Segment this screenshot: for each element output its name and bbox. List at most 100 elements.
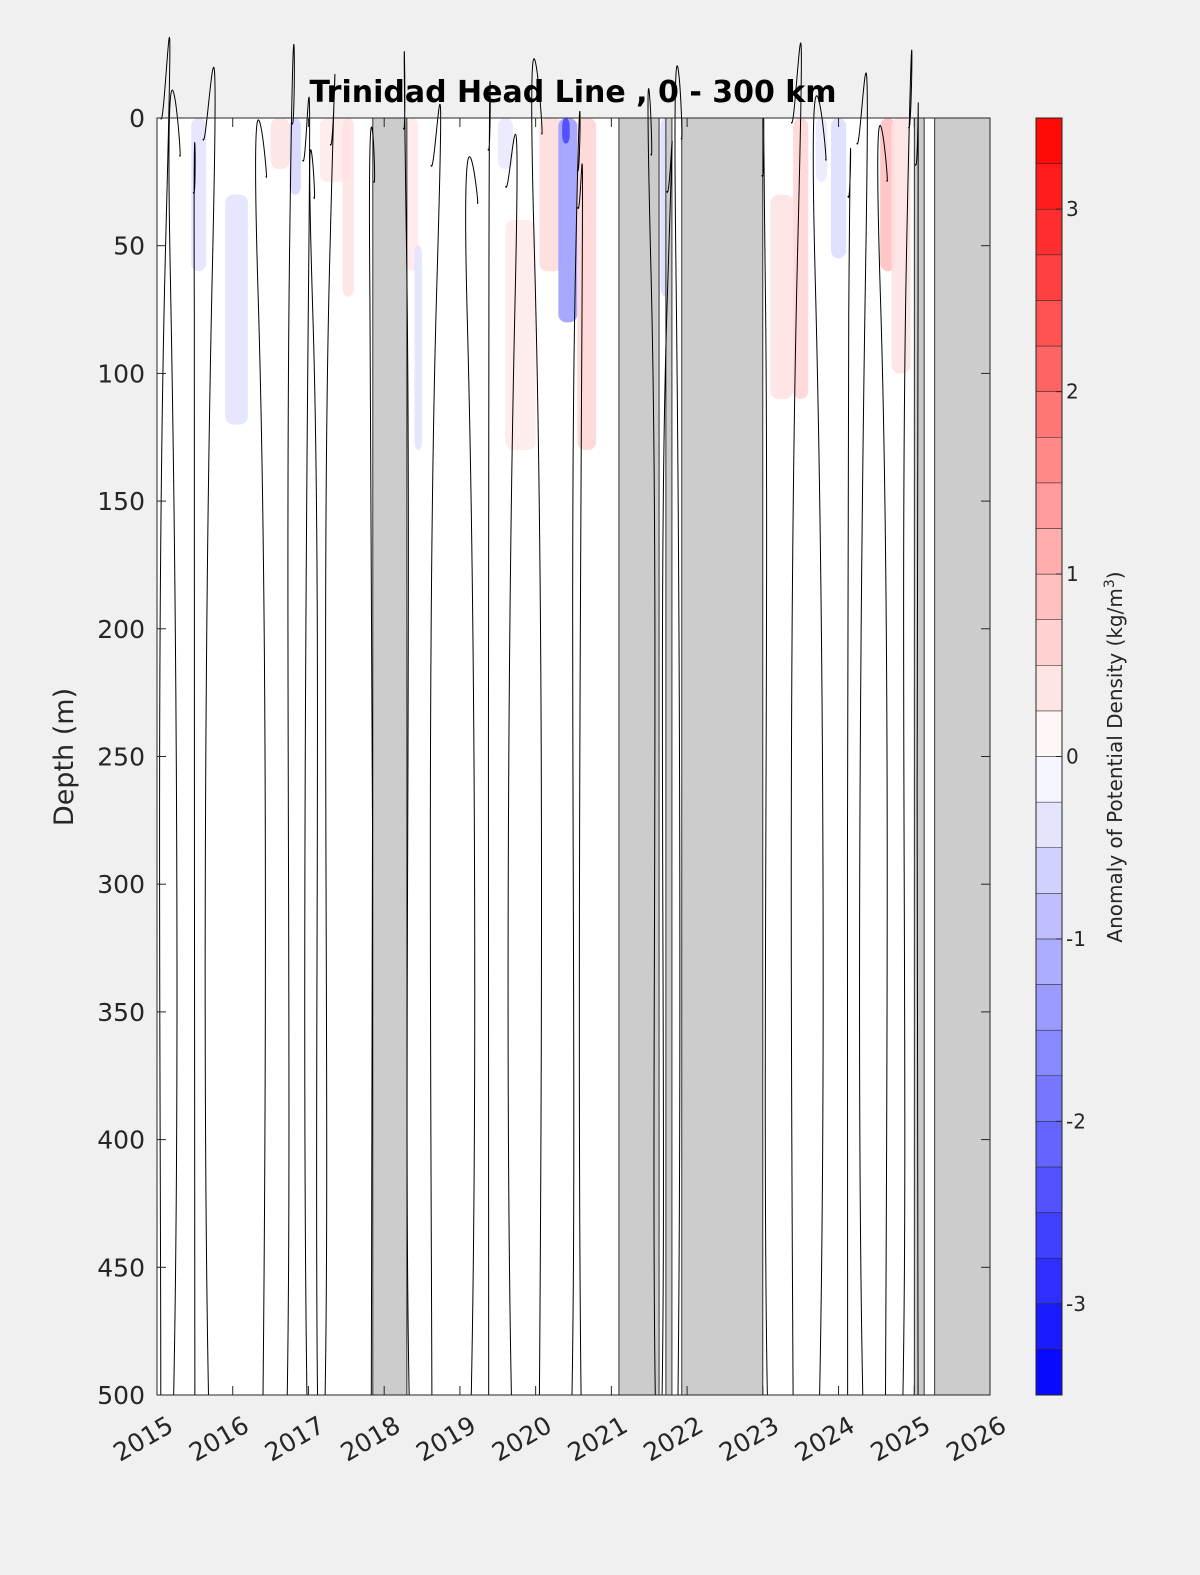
colorbar-block [1035,984,1063,1031]
colorbar-block [1035,710,1063,757]
plot-area [156,36,991,1396]
contour-line [465,156,479,1396]
anomaly-patch [497,118,513,170]
colorbar-block [1035,938,1063,985]
x-tick-label: 2016 [184,1410,254,1467]
anomaly-patch [770,194,794,399]
anomaly-patch [880,118,896,272]
no-data-band [681,117,764,1396]
x-tick-label: 2022 [638,1410,708,1467]
contour-line [674,65,683,1396]
anomaly-patch [289,118,301,195]
colorbar-tick-label: -2 [1066,1109,1086,1133]
contour-line [159,36,171,1396]
y-tick-label: 300 [97,870,145,899]
colorbar-tick-label: 0 [1066,745,1079,769]
y-tick-label: 200 [97,615,145,644]
contour-line [192,142,196,1396]
contour-line [761,118,768,1396]
colorbar-block [1035,1029,1063,1076]
colorbar-block [1035,665,1063,712]
colorbar-block [1035,163,1063,210]
colorbar-tick-label: -3 [1066,1292,1086,1316]
colorbar-block [1035,619,1063,666]
x-tick-label: 2026 [941,1410,1011,1467]
x-tick-label: 2018 [336,1410,406,1467]
anomaly-patch [830,118,847,259]
colorbar: -3 -2 -1 0 1 2 3 Anomaly of Potential Density … [1035,117,1127,1396]
contour-line [856,72,868,1396]
contour-line [846,147,852,1396]
contour-line [505,133,518,1396]
colorbar-tick-label: 1 [1066,562,1079,586]
colorbar-block [1035,847,1063,894]
x-tick-label: 2020 [487,1410,557,1467]
anomaly-patch [505,220,536,451]
colorbar-block [1035,1121,1063,1168]
colorbar-block [1035,117,1063,164]
anomaly-patch [562,118,570,144]
contour-line [812,95,827,1396]
contour-line [202,66,216,1396]
x-tick-label: 2017 [260,1410,330,1467]
contour-line [402,51,410,1396]
colorbar-tick-label: 2 [1066,380,1079,404]
anomaly-patch [558,118,578,323]
x-tick-label: 2019 [411,1410,481,1467]
x-tick-label: 2021 [563,1410,633,1467]
no-data-band [618,117,660,1396]
y-axis: 0 50 100 150 200 250 300 350 400 450 500 [97,104,990,1410]
contour-line [531,58,543,1396]
y-axis-label: Depth (m) [49,688,80,826]
no-data-band [372,117,408,1396]
contour-line [902,49,913,1396]
colorbar-block [1035,1257,1063,1305]
contour-line [487,81,491,1396]
anomaly-patch [342,118,354,297]
contour-line [168,89,181,1396]
contour-line [255,119,267,1396]
anomaly-patch [891,118,911,374]
y-tick-label: 250 [97,743,145,772]
contour-line [286,44,295,1396]
colorbar-label-suffix: ) [1103,571,1127,579]
no-data-band [934,117,991,1396]
anomaly-patch [577,118,597,451]
anomaly-patch [414,245,423,451]
y-tick-label: 400 [97,1126,145,1155]
x-tick-label: 2015 [108,1410,178,1467]
contour-line [302,96,311,1396]
contour-layer [159,36,919,1396]
colorbar-block [1035,345,1063,392]
colorbar-ticks: -3 -2 -1 0 1 2 3 [1056,197,1086,1316]
colorbar-block [1035,1212,1063,1259]
y-tick-label: 150 [97,487,145,516]
colorbar-block [1035,528,1063,575]
contour-line [661,140,673,1396]
colorbar-block [1035,1303,1063,1350]
colorbar-block [1035,208,1063,256]
y-tick-label: 450 [97,1253,145,1282]
anomaly-patch [539,118,563,272]
contour-line [877,125,888,1396]
contour-line [571,110,581,1396]
colorbar-block [1035,254,1063,301]
x-tick-label: 2024 [790,1410,860,1467]
x-tick-label: 2023 [714,1410,784,1467]
colorbar-frame [1035,117,1063,1396]
colorbar-block [1035,893,1063,940]
anomaly-patch [406,118,419,272]
colorbar-block [1035,391,1063,438]
colorbar-block [1035,437,1063,484]
colorbar-block [1035,1349,1063,1396]
anomaly-patch [191,118,207,272]
anomaly-patch [793,118,809,399]
contour-line [790,42,802,1396]
colorbar-block [1035,482,1063,529]
y-tick-label: 100 [97,359,145,388]
contour-line [577,163,584,1396]
colorbar-label-main: Anomaly of Potential Density (kg/m [1103,588,1127,942]
y-tick-label: 0 [129,104,145,133]
anomaly-patch [270,118,290,170]
